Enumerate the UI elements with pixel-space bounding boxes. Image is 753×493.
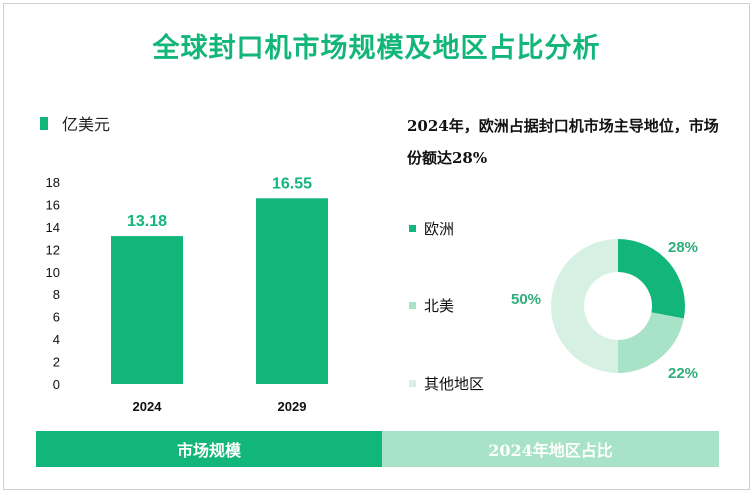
- pie-legend-label: 北美: [424, 297, 455, 315]
- chart-title: 全球封口机市场规模及地区占比分析: [152, 33, 601, 64]
- chart-frame: [3, 3, 750, 490]
- pie-legend-swatch: [409, 225, 416, 232]
- pie-legend-item: 欧洲: [409, 218, 454, 239]
- donut-value-label: 22%: [668, 365, 698, 382]
- pie-legend-label: 其他地区: [424, 375, 485, 393]
- footer-region-share: 2024年地区占比: [382, 431, 719, 467]
- y-tick-label: 10: [46, 265, 60, 280]
- bar-legend-label: 亿美元: [62, 115, 111, 134]
- donut-value-label: 50%: [511, 291, 541, 308]
- donut-value-label: 28%: [668, 239, 698, 256]
- footer-market-size: 市场规模: [36, 431, 382, 467]
- bar: [111, 236, 183, 384]
- y-tick-label: 18: [46, 175, 60, 190]
- y-tick-label: 2: [53, 355, 60, 370]
- y-tick-label: 4: [53, 332, 60, 347]
- y-tick-label: 16: [46, 197, 60, 212]
- pie-legend-item: 其他地区: [409, 373, 484, 394]
- bar: [256, 198, 328, 384]
- donut-slice: [618, 239, 686, 319]
- y-tick-label: 6: [53, 310, 60, 325]
- pie-annotation: 2024年，欧洲占据封口机市场主导地位，市场份额达28%: [407, 117, 719, 167]
- pie-legend-label: 欧洲: [424, 220, 455, 238]
- y-tick-label: 0: [53, 377, 60, 392]
- pie-legend-swatch: [409, 302, 416, 309]
- y-tick-label: 8: [53, 287, 60, 302]
- pie-legend-item: 北美: [409, 295, 454, 316]
- y-tick-label: 14: [46, 220, 60, 235]
- x-tick-label: 2029: [278, 399, 307, 414]
- bar-value-label: 16.55: [272, 175, 312, 192]
- bar-value-label: 13.18: [127, 213, 167, 230]
- y-tick-label: 12: [46, 242, 60, 257]
- x-tick-label: 2024: [133, 399, 163, 414]
- bar-legend-swatch: [40, 116, 48, 130]
- pie-legend-swatch: [409, 380, 416, 387]
- bar-legend: 亿美元: [40, 111, 110, 135]
- donut-slice: [618, 312, 684, 373]
- donut-slice: [551, 239, 618, 373]
